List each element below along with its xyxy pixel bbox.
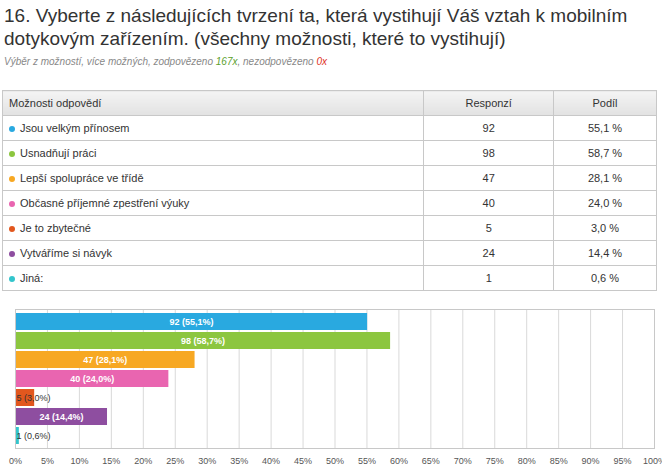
svg-text:24 (14,4%): 24 (14,4%)	[39, 412, 83, 422]
svg-text:20%: 20%	[134, 456, 152, 466]
svg-text:65%: 65%	[422, 456, 440, 466]
html-text:92: 92	[482, 122, 495, 134]
html-text:47: 47	[482, 172, 495, 184]
svg-text:40%: 40%	[262, 456, 280, 466]
svg-text:85%: 85%	[550, 456, 568, 466]
html-text:Vytváříme si návyk: Vytváříme si návyk	[20, 247, 112, 259]
html-text:Responzí: Responzí	[465, 97, 512, 109]
html-text:Jsou velkým přínosem: Jsou velkým přínosem	[20, 122, 130, 134]
svg-text:25%: 25%	[166, 456, 184, 466]
html-text:5: 5	[485, 222, 492, 234]
html-text:Občasné příjemné zpestření výu: Občasné příjemné zpestření výuky	[20, 197, 190, 209]
svg-text:70%: 70%	[454, 456, 472, 466]
html-text:58,7 %: 58,7 %	[587, 147, 623, 159]
html-text:24,0 %: 24,0 %	[587, 197, 623, 209]
svg-text:47 (28,1%): 47 (28,1%)	[83, 355, 127, 365]
html-text:24: 24	[482, 247, 495, 259]
svg-text:0%: 0%	[9, 456, 22, 466]
svg-text:90%: 90%	[582, 456, 600, 466]
svg-text:35%: 35%	[230, 456, 248, 466]
html-text:Výběr z možností, více možných: Výběr z možností, více možných, zodpověz…	[4, 56, 327, 67]
html-text:16. Vyberte z následujících tv: 16. Vyberte z následujících tvrzení ta, …	[4, 5, 628, 49]
html-text:14,4 %: 14,4 %	[587, 247, 623, 259]
html-text:Usnadňují práci: Usnadňují práci	[20, 147, 97, 159]
svg-text:75%: 75%	[486, 456, 504, 466]
svg-text:5 (3,0%): 5 (3,0%)	[17, 393, 51, 403]
svg-text:15%: 15%	[102, 456, 120, 466]
svg-text:60%: 60%	[390, 456, 408, 466]
svg-text:98 (58,7%): 98 (58,7%)	[181, 336, 225, 346]
html-text:40: 40	[482, 197, 495, 209]
html-text:55,1 %: 55,1 %	[587, 122, 623, 134]
html-text:0,6 %: 0,6 %	[590, 272, 620, 284]
svg-text:5%: 5%	[41, 456, 54, 466]
html-text:28,1 %: 28,1 %	[587, 172, 623, 184]
svg-text:100%: 100%	[643, 456, 662, 466]
svg-text:55%: 55%	[358, 456, 376, 466]
html-text:1: 1	[485, 272, 492, 284]
svg-text:45%: 45%	[294, 456, 312, 466]
svg-text:95%: 95%	[614, 456, 632, 466]
svg-text:40 (24,0%): 40 (24,0%)	[70, 374, 114, 384]
svg-text:92 (55,1%): 92 (55,1%)	[170, 317, 214, 327]
svg-text:80%: 80%	[518, 456, 536, 466]
html-text:Podíl: Podíl	[592, 97, 618, 109]
html-text:Lepší spolupráce ve třídě: Lepší spolupráce ve třídě	[20, 172, 144, 184]
html-text:3,0 %: 3,0 %	[590, 222, 620, 234]
html-text:Možnosti odpovědí: Možnosti odpovědí	[9, 97, 102, 109]
html-text:98: 98	[482, 147, 495, 159]
svg-text:50%: 50%	[326, 456, 344, 466]
html-text:Je to zbytečné: Je to zbytečné	[20, 222, 91, 234]
svg-text:30%: 30%	[198, 456, 216, 466]
svg-text:10%: 10%	[70, 456, 88, 466]
svg-text:1 (0,6%): 1 (0,6%)	[17, 431, 51, 441]
html-text:Jiná:: Jiná:	[20, 272, 44, 284]
